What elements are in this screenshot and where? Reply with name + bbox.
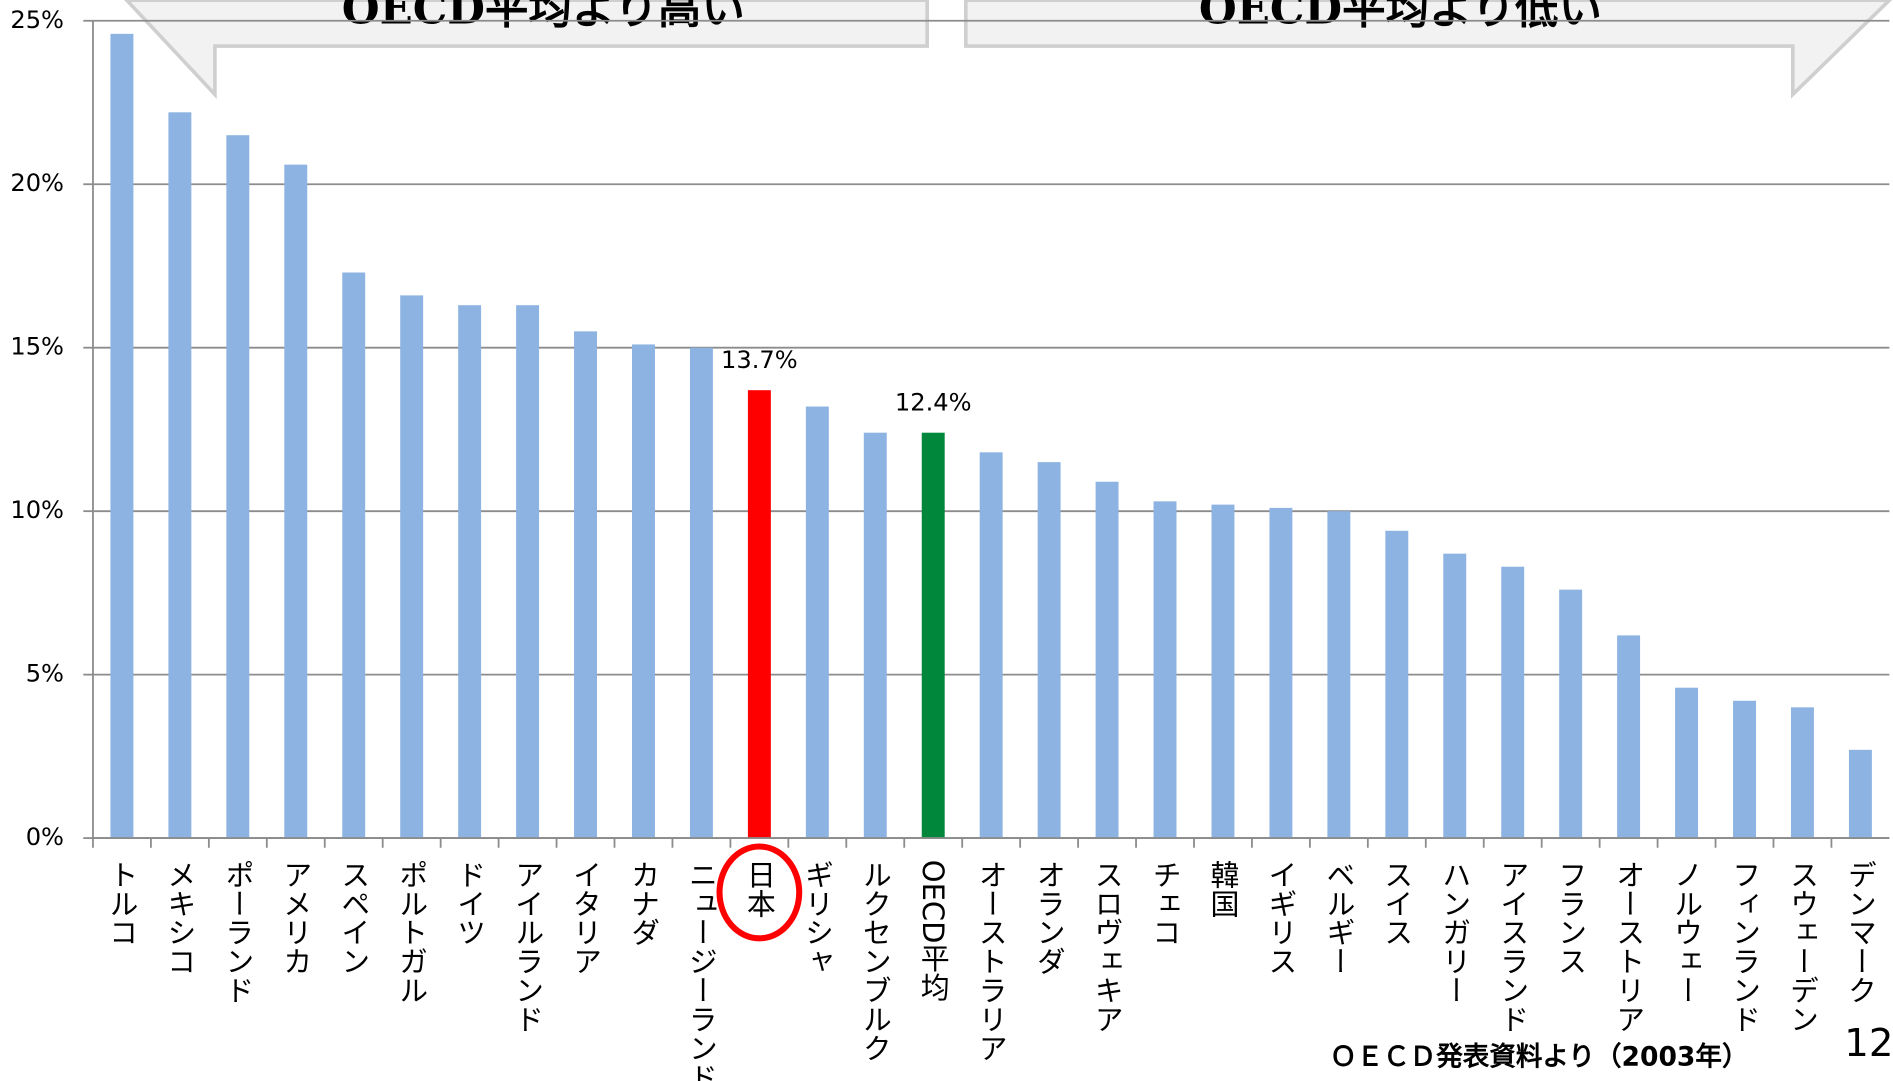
x-tick-label: OECD平均: [916, 860, 950, 1002]
bar: [574, 331, 597, 839]
y-tick-label: 10%: [10, 496, 64, 524]
data-label: 12.4%: [895, 389, 972, 417]
banner-text: OECD平均より低い: [1199, 0, 1602, 34]
bar: [1790, 707, 1814, 839]
bar: [1095, 481, 1119, 839]
banner-right: [964, 0, 1893, 99]
bar: [1501, 566, 1525, 839]
x-tick-label: トルコ: [105, 860, 139, 947]
x-tick-label: 日本: [742, 860, 776, 918]
bar: [1675, 687, 1699, 839]
bar: [632, 344, 655, 839]
data-label: 13.7%: [721, 346, 798, 374]
bar: [1443, 553, 1467, 839]
bar: [284, 164, 308, 839]
x-tick-label: カナダ: [626, 860, 660, 947]
bar: [110, 33, 134, 839]
x-tick-label: チェコ: [1148, 860, 1182, 947]
x-tick-label: ドイツ: [453, 860, 487, 947]
x-tick-label: ポルトガル: [395, 860, 429, 1005]
bar: [1211, 504, 1235, 839]
x-tick-label: スウェーデン: [1785, 860, 1819, 1034]
x-tick-label: ノルウェー: [1670, 860, 1704, 1005]
x-tick-label: フィンランド: [1728, 860, 1762, 1034]
bar: [805, 406, 829, 839]
bar: [400, 295, 424, 839]
bar: [863, 432, 887, 839]
bar: [1617, 635, 1641, 839]
x-tick-label: ポーランド: [221, 860, 255, 1005]
x-tick-label: スイス: [1380, 860, 1414, 947]
bar: [1327, 511, 1351, 839]
y-tick-label: 5%: [26, 660, 64, 688]
bar: [689, 347, 713, 839]
x-tick-label: イタリア: [569, 860, 603, 976]
x-tick-label: 韓国: [1206, 860, 1240, 918]
bar: [1848, 749, 1872, 839]
y-tick-label: 20%: [10, 169, 64, 197]
x-tick-label: ベルギー: [1322, 860, 1356, 976]
x-tick-label: オーストリア: [1612, 860, 1646, 1034]
bar: [921, 432, 945, 839]
x-tick-label: スロヴェキア: [1090, 860, 1124, 1034]
bar: [226, 135, 250, 839]
x-tick-label: デンマーク: [1843, 860, 1877, 1005]
x-tick-label: スペイン: [337, 860, 371, 976]
y-tick-label: 0%: [26, 823, 64, 851]
y-tick-label: 25%: [10, 6, 64, 34]
page-number: 12: [1844, 1021, 1893, 1066]
x-tick-label: アイルランド: [511, 860, 545, 1034]
source: ＯＥＣＤ発表資料より（2003年）: [1330, 1041, 1748, 1072]
x-tick-label: イギリス: [1264, 860, 1298, 976]
bar: [516, 305, 540, 839]
x-tick-label: オランダ: [1032, 860, 1066, 976]
bar: [342, 272, 366, 839]
bar: [747, 390, 771, 839]
x-tick-label: ニュージーランド: [684, 860, 718, 1081]
highlight-circle: [716, 843, 803, 942]
bar: [168, 112, 192, 839]
x-tick-label: メキシコ: [163, 860, 197, 976]
bar: [979, 452, 1003, 839]
x-tick-label: ギリシャ: [800, 860, 834, 976]
x-tick-label: ハンガリー: [1438, 860, 1472, 1005]
bar: [1269, 507, 1293, 839]
x-tick-label: アイスランド: [1496, 860, 1530, 1034]
banner-left: [124, 0, 929, 99]
bar: [458, 305, 482, 839]
x-tick-label: ルクセンブルク: [858, 860, 892, 1063]
x-tick-label: アメリカ: [279, 860, 313, 976]
bar: [1559, 589, 1583, 839]
banner-text: OECD平均より高い: [342, 0, 745, 34]
bar: [1733, 700, 1756, 839]
bar: [1153, 501, 1177, 839]
bar: [1037, 462, 1061, 839]
y-tick-label: 15%: [10, 333, 64, 361]
bar: [1385, 530, 1409, 839]
x-tick-label: オーストラリア: [974, 860, 1008, 1063]
x-tick-label: フランス: [1554, 860, 1588, 976]
